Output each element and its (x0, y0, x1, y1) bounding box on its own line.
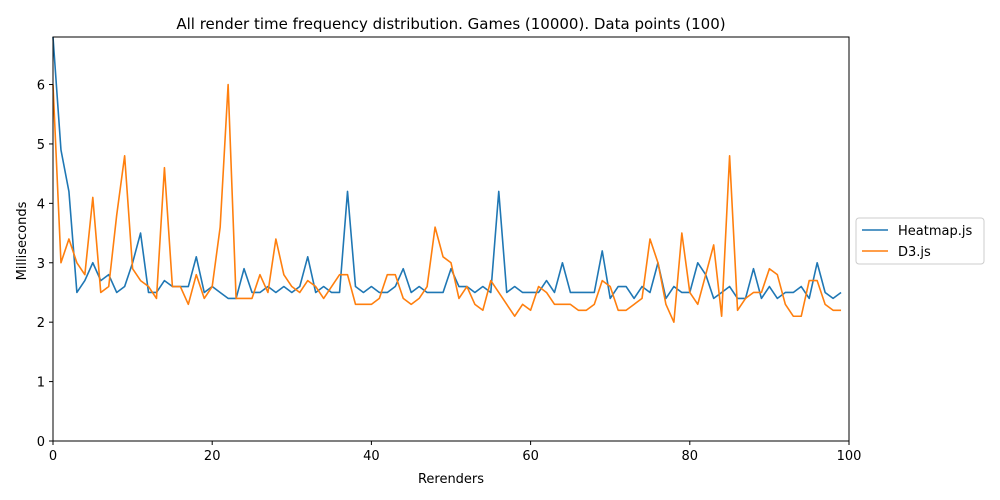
legend-label: Heatmap.js (898, 224, 972, 239)
y-tick-label: 1 (37, 376, 45, 391)
series-line-d3-js (52, 83, 842, 323)
x-axis-title: Rerenders (418, 472, 484, 487)
plot-area (52, 36, 842, 323)
y-tick-label: 0 (37, 435, 45, 450)
plot-frame (52, 36, 850, 442)
x-tick-label: 60 (522, 449, 539, 464)
y-tick-label: 3 (37, 257, 45, 272)
x-tick-label: 80 (682, 449, 699, 464)
legend: Heatmap.js D3.js (855, 217, 985, 265)
y-tick-label: 2 (37, 316, 45, 331)
y-axis-title: Milliseconds (15, 201, 30, 280)
chart-title: All render time frequency distribution. … (176, 15, 725, 33)
x-axis: 0 20 40 60 80 100 (49, 441, 862, 464)
legend-label: D3.js (898, 245, 931, 260)
series-line-heatmap-js (52, 36, 842, 300)
y-tick-label: 4 (37, 197, 45, 212)
y-tick-label: 5 (37, 138, 45, 153)
x-tick-label: 40 (363, 449, 380, 464)
x-tick-label: 0 (49, 449, 57, 464)
x-tick-label: 20 (204, 449, 221, 464)
y-axis: 0 1 2 3 4 5 6 (37, 79, 53, 450)
x-tick-label: 100 (837, 449, 862, 464)
y-tick-label: 6 (37, 79, 45, 94)
